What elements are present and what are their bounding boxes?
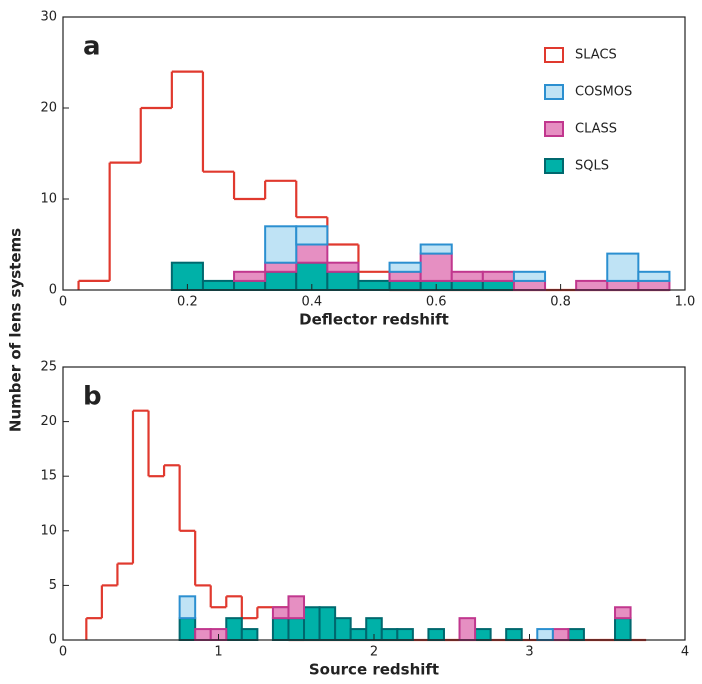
y-tick-label: 0 (49, 283, 57, 298)
legend-label: SLACS (575, 48, 617, 63)
bar (264, 270, 298, 291)
bar (512, 279, 547, 291)
x-tick-label: 0 (59, 295, 67, 310)
bar (194, 628, 212, 642)
y-tick-label: 20 (40, 101, 57, 116)
bar (606, 252, 640, 282)
legend-label: SQLS (575, 159, 609, 174)
legend-swatch (544, 158, 564, 174)
legend-label: CLASS (575, 122, 617, 137)
y-tick-label: 5 (49, 578, 57, 593)
bar (201, 279, 236, 291)
x-tick-label: 0.4 (301, 295, 322, 310)
x-tick-label: 0.2 (177, 295, 198, 310)
x-axis-label: Deflector redshift (299, 311, 449, 329)
bar (567, 628, 585, 642)
bar (225, 617, 243, 641)
bar (481, 279, 515, 291)
x-tick-label: 2 (370, 645, 378, 660)
x-tick-label: 4 (681, 645, 689, 660)
bar (170, 261, 204, 292)
bar (233, 279, 267, 291)
x-tick-label: 3 (525, 645, 533, 660)
bar (295, 225, 329, 246)
x-tick-label: 0 (59, 645, 67, 660)
bar (637, 270, 671, 282)
y-tick-label: 20 (40, 414, 57, 429)
bar (481, 270, 515, 282)
bar (240, 628, 259, 642)
bar (505, 628, 523, 642)
bar (295, 243, 329, 264)
bar (271, 617, 290, 641)
bar (474, 628, 492, 642)
bar (287, 617, 306, 641)
plot-frame (62, 16, 686, 291)
bar (349, 628, 368, 642)
bar (271, 606, 290, 620)
y-axis-label: Number of lens systems (7, 228, 25, 432)
bar (606, 279, 640, 291)
x-tick-label: 0.6 (426, 295, 447, 310)
y-tick-label: 0 (49, 633, 57, 648)
bar (450, 270, 484, 282)
panel-label: b (83, 382, 102, 412)
bar (419, 243, 453, 255)
x-axis-label: Source redshift (309, 661, 439, 679)
bar (536, 628, 554, 642)
x-tick-label: 1.0 (675, 295, 696, 310)
bar (287, 595, 306, 620)
bar (388, 279, 422, 291)
bar (458, 617, 477, 641)
bar (233, 270, 267, 282)
bar (388, 270, 422, 282)
bar (380, 628, 399, 642)
x-tick-label: 1 (214, 645, 222, 660)
bar (318, 606, 337, 641)
bar (334, 617, 352, 641)
legend-swatch (544, 84, 564, 100)
bar (637, 279, 671, 291)
bar (326, 261, 360, 273)
bar (178, 617, 197, 641)
bar (326, 270, 360, 291)
legend-swatch (544, 121, 564, 137)
bar (551, 628, 570, 642)
bar (450, 279, 484, 291)
legend-label: COSMOS (575, 85, 632, 100)
y-tick-label: 10 (40, 192, 57, 207)
legend-swatch (544, 47, 564, 63)
bar (575, 279, 609, 291)
bar (357, 279, 391, 291)
bar (178, 595, 197, 620)
y-tick-label: 25 (40, 360, 57, 375)
y-tick-label: 30 (40, 10, 57, 25)
bar (264, 261, 298, 273)
plot-frame (62, 366, 686, 641)
bar (419, 252, 453, 282)
bar (614, 617, 632, 641)
bar (396, 628, 414, 642)
x-tick-label: 0.8 (550, 295, 571, 310)
bar (512, 270, 547, 282)
bar (614, 606, 632, 620)
bar (264, 225, 298, 264)
panel-label: a (83, 32, 101, 62)
bar (388, 261, 422, 273)
y-tick-label: 15 (40, 469, 57, 484)
bar (427, 628, 445, 642)
bar (303, 606, 321, 641)
y-tick-label: 10 (40, 523, 57, 538)
